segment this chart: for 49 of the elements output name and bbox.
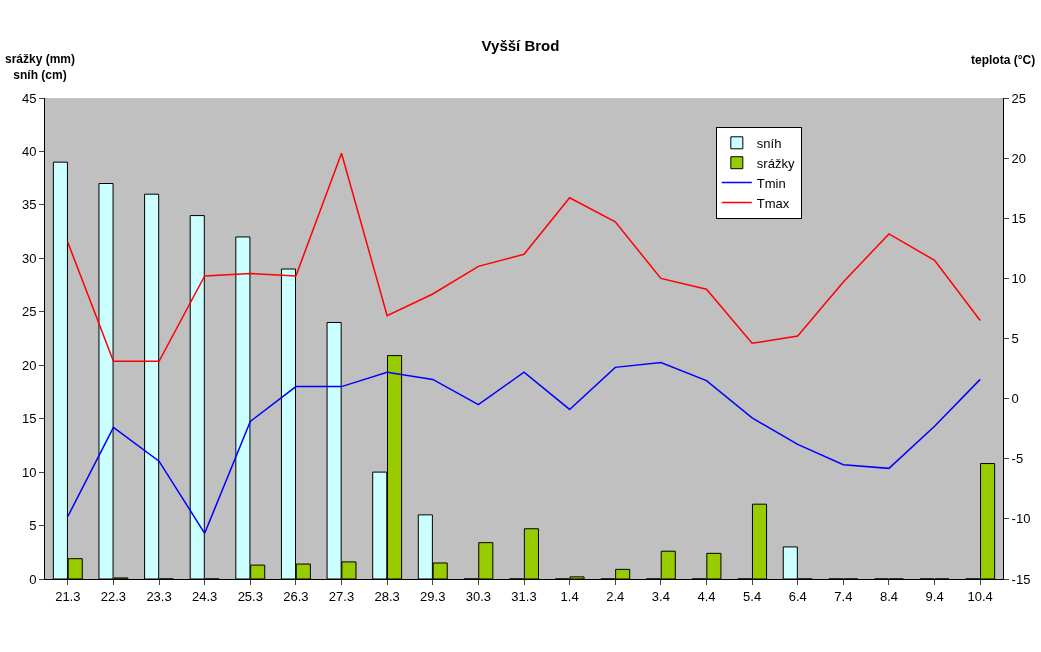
x-tick-label: 30.3 xyxy=(465,588,492,604)
legend-label: srážky xyxy=(756,155,795,171)
x-tick-label: 10.4 xyxy=(967,588,993,604)
y2-axis-title: teplota (°C) xyxy=(971,53,1036,67)
y-tick-label: 25 xyxy=(21,304,37,320)
x-tick-label: 23.3 xyxy=(146,588,172,604)
x-tick-label: 9.4 xyxy=(925,588,944,604)
x-tick-label: 5.4 xyxy=(743,588,762,604)
y2-tick-label: 25 xyxy=(1011,90,1027,106)
legend-label: Tmax xyxy=(756,195,790,211)
x-tick-label: 22.3 xyxy=(100,588,127,604)
y2-tick-label: 10 xyxy=(1011,270,1027,286)
y-tick-label: 10 xyxy=(21,464,37,480)
x-tick-label: 29.3 xyxy=(420,588,446,604)
y2-tick-label: 0 xyxy=(1011,391,1019,407)
y-tick-label: 15 xyxy=(21,411,37,427)
y2-tick-label: 5 xyxy=(1011,331,1019,347)
y-tick-label: 40 xyxy=(21,143,37,159)
x-tick-label: 3.4 xyxy=(651,588,670,604)
x-tick-label: 26.3 xyxy=(283,588,309,604)
line-series xyxy=(67,152,981,363)
x-tick-label: 6.4 xyxy=(788,588,807,604)
y-tick-label: 45 xyxy=(21,90,37,106)
y2-tick-label: -5 xyxy=(1011,451,1024,467)
y-tick-label: 30 xyxy=(21,250,37,266)
x-tick-label: 27.3 xyxy=(328,588,355,604)
x-tick-label: 31.3 xyxy=(511,588,537,604)
x-tick-label: 25.3 xyxy=(237,588,263,604)
y2-tick-label: 15 xyxy=(1011,210,1027,226)
y-tick-label: 5 xyxy=(29,518,37,534)
x-tick-label: 4.4 xyxy=(697,588,716,604)
x-tick-label: 28.3 xyxy=(374,588,400,604)
y-tick-label: 0 xyxy=(29,571,37,587)
x-tick-label: 1.4 xyxy=(560,588,579,604)
legend-label: Tmin xyxy=(756,175,786,191)
y2-tick-label: 20 xyxy=(1011,150,1027,166)
y2-tick-label: -15 xyxy=(1011,571,1031,587)
y-tick-label: 35 xyxy=(21,197,37,213)
y-tick-label: 20 xyxy=(21,357,37,373)
chart-title: Vyšší Brod xyxy=(481,36,560,54)
y2-tick-label: -10 xyxy=(1011,511,1031,527)
x-tick-label: 24.3 xyxy=(192,588,218,604)
x-tick-label: 21.3 xyxy=(55,588,81,604)
y-axis-title: srážky (mm) sníh (cm) xyxy=(5,52,76,82)
line-series xyxy=(67,361,981,535)
x-tick-label: 7.4 xyxy=(834,588,853,604)
x-tick-label: 2.4 xyxy=(606,588,625,604)
legend-label: sníh xyxy=(756,135,782,151)
x-tick-label: 8.4 xyxy=(879,588,898,604)
